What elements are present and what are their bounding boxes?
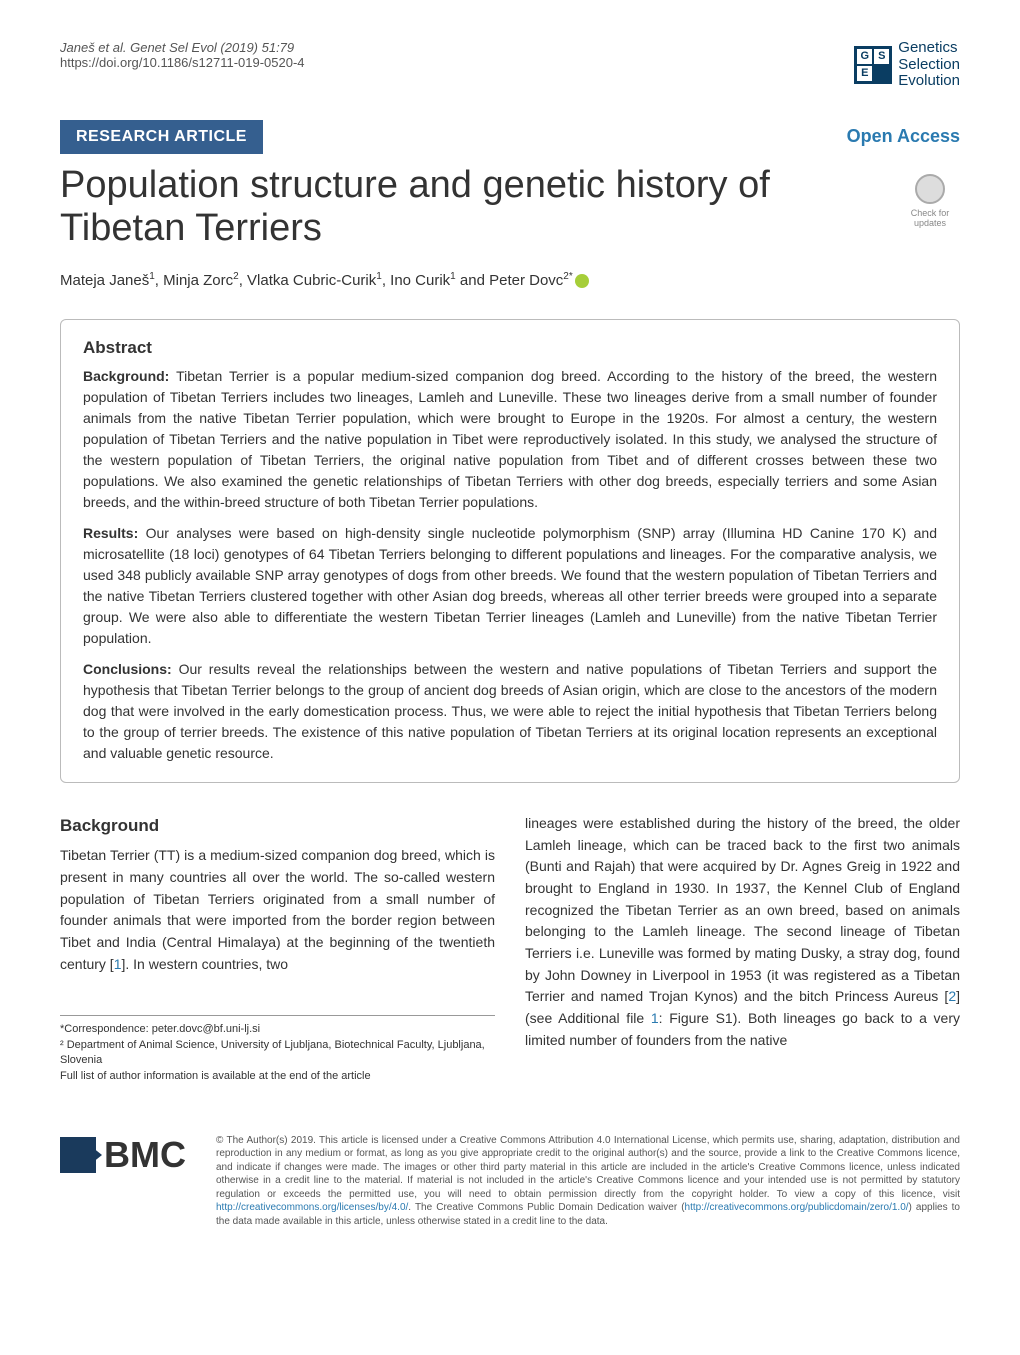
citation-block: Janeš et al. Genet Sel Evol (2019) 51:79… xyxy=(60,40,305,70)
logo-line2: Selection xyxy=(898,57,960,74)
orcid-icon[interactable] xyxy=(575,274,589,288)
journal-logo: G S E Genetics Selection Evolution xyxy=(854,40,960,90)
correspondence-note: Full list of author information is avail… xyxy=(60,1069,495,1084)
conclusions-text: Our results reveal the relationships bet… xyxy=(83,661,937,761)
abstract-results: Results: Our analyses were based on high… xyxy=(83,523,937,649)
ref-2-link[interactable]: 2 xyxy=(948,988,956,1004)
logo-line3: Evolution xyxy=(898,73,960,90)
article-type-bar: RESEARCH ARTICLE Open Access xyxy=(60,120,960,154)
check-updates-badge[interactable]: Check for updates xyxy=(900,174,960,251)
logo-line1: Genetics xyxy=(898,40,960,57)
background-heading: Background xyxy=(60,813,495,839)
body-col2-text: lineages were established during the his… xyxy=(525,813,960,1052)
abstract-heading: Abstract xyxy=(83,338,937,358)
license-text: © The Author(s) 2019. This article is li… xyxy=(216,1134,960,1229)
correspondence-affiliation: ² Department of Animal Science, Universi… xyxy=(60,1038,495,1069)
doi: https://doi.org/10.1186/s12711-019-0520-… xyxy=(60,55,305,70)
bmc-text: BMC xyxy=(104,1134,186,1176)
background-text: Tibetan Terrier is a popular medium-size… xyxy=(83,368,937,510)
page-header: Janeš et al. Genet Sel Evol (2019) 51:79… xyxy=(0,0,1020,100)
results-label: Results: xyxy=(83,525,138,541)
abstract-box: Abstract Background: Tibetan Terrier is … xyxy=(60,319,960,783)
conclusions-label: Conclusions: xyxy=(83,661,172,677)
check-updates-label: Check for updates xyxy=(900,208,960,228)
citation: Janeš et al. Genet Sel Evol (2019) 51:79 xyxy=(60,40,305,55)
correspondence-email: *Correspondence: peter.dovc@bf.uni-lj.si xyxy=(60,1022,495,1037)
additional-file-link[interactable]: 1 xyxy=(651,1010,659,1026)
background-label: Background: xyxy=(83,368,169,384)
license-link-1[interactable]: http://creativecommons.org/licenses/by/4… xyxy=(216,1202,408,1213)
column-left: Background Tibetan Terrier (TT) is a med… xyxy=(60,813,495,1084)
license-link-2[interactable]: http://creativecommons.org/publicdomain/… xyxy=(685,1202,909,1213)
body-columns: Background Tibetan Terrier (TT) is a med… xyxy=(0,813,1020,1084)
open-access-label: Open Access xyxy=(847,126,960,147)
ref-1-link[interactable]: 1 xyxy=(114,956,122,972)
article-title: Population structure and genetic history… xyxy=(60,164,900,251)
title-section: Population structure and genetic history… xyxy=(0,154,1020,271)
article-type-badge: RESEARCH ARTICLE xyxy=(60,120,263,154)
results-text: Our analyses were based on high-density … xyxy=(83,525,937,646)
gse-icon: G S E xyxy=(854,46,892,84)
column-right: lineages were established during the his… xyxy=(525,813,960,1084)
crossmark-icon xyxy=(915,174,945,204)
correspondence-block: *Correspondence: peter.dovc@bf.uni-lj.si… xyxy=(60,1015,495,1084)
abstract-conclusions: Conclusions: Our results reveal the rela… xyxy=(83,659,937,764)
bmc-logo: BMC xyxy=(60,1134,186,1176)
authors-line: Mateja Janeš1, Minja Zorc2, Vlatka Cubri… xyxy=(0,271,1020,319)
bmc-icon xyxy=(60,1137,96,1173)
footer: BMC © The Author(s) 2019. This article i… xyxy=(0,1114,1020,1269)
body-col1-text: Tibetan Terrier (TT) is a medium-sized c… xyxy=(60,845,495,975)
authors-text: Mateja Janeš1, Minja Zorc2, Vlatka Cubri… xyxy=(60,272,573,289)
abstract-background: Background: Tibetan Terrier is a popular… xyxy=(83,366,937,513)
